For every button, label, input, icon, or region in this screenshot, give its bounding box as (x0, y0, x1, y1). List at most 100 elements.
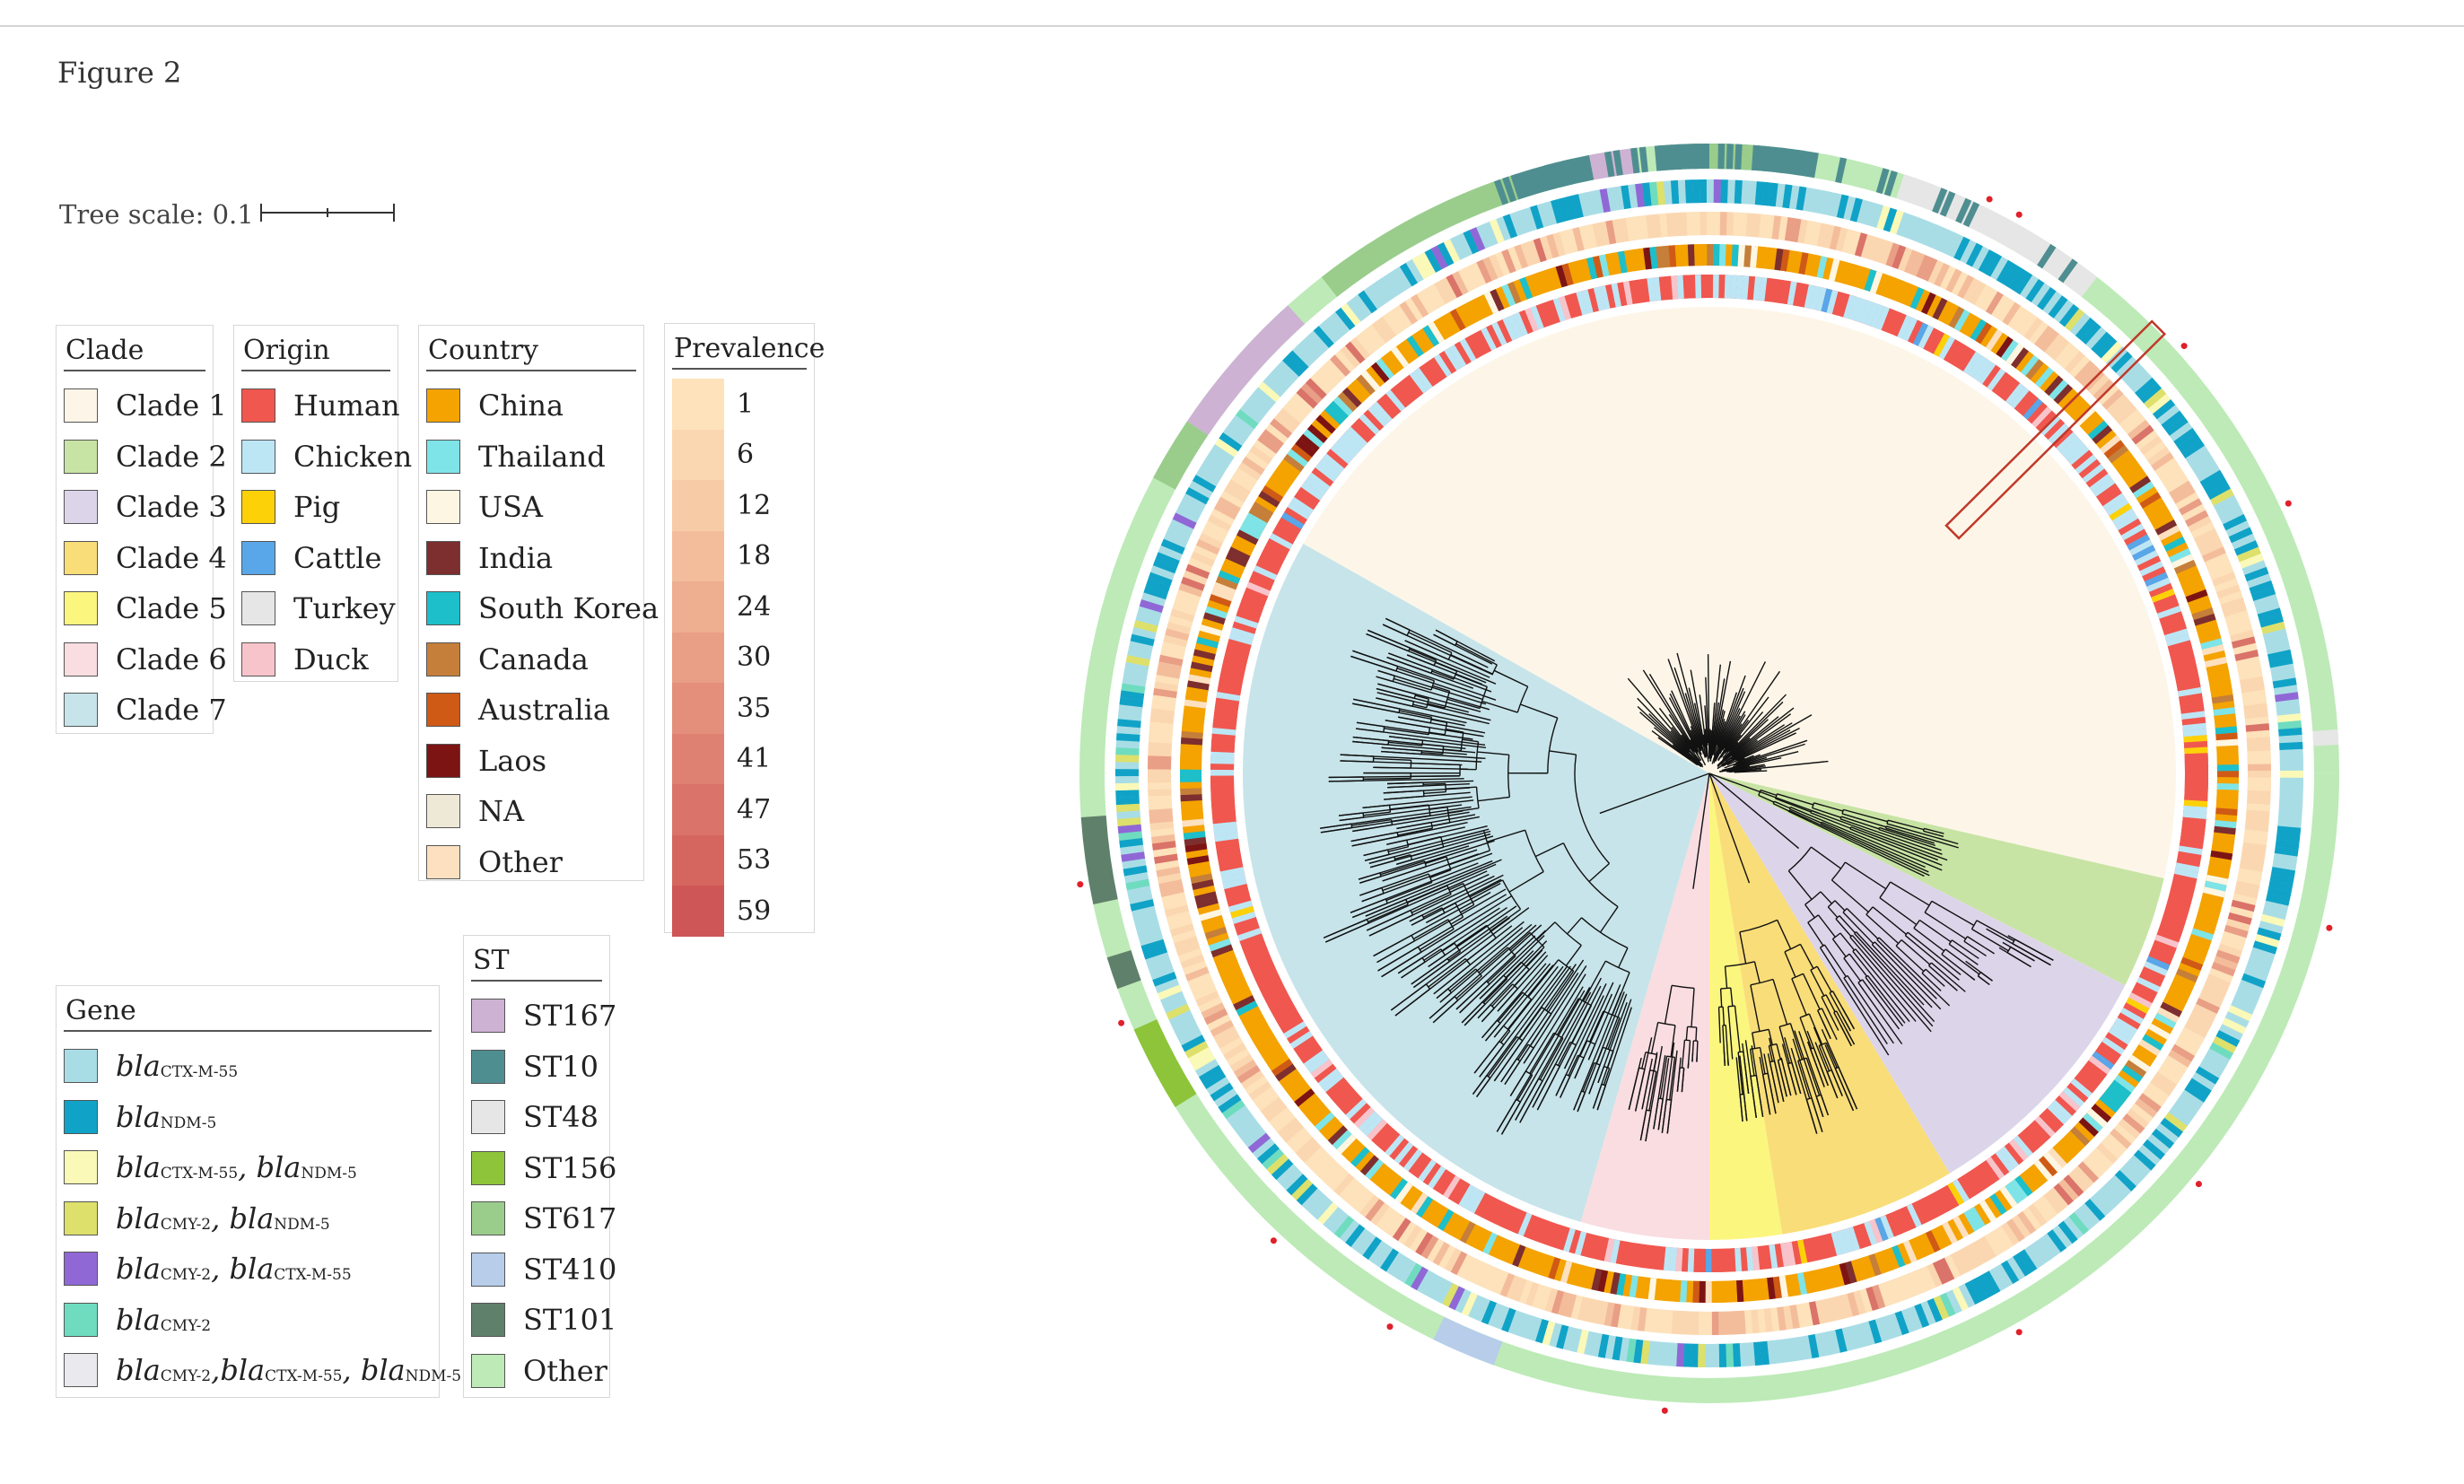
country-ring-segment (1725, 244, 1733, 266)
gene-ring-segment (1481, 1300, 1497, 1325)
gene-ring-segment (2227, 1005, 2252, 1022)
prevalence-ring-segment (2243, 835, 2267, 846)
country-ring-segment (2187, 939, 2210, 954)
prevalence-ring-segment (1257, 434, 1280, 454)
prevalence-ring-segment (1149, 807, 1173, 817)
prevalence-ring-segment (1382, 312, 1402, 336)
gene-ring-segment (1210, 1082, 1234, 1102)
gene-ring-segment (1456, 232, 1473, 258)
country-ring-segment (2100, 434, 2121, 454)
origin-ring-segment (2160, 918, 2185, 931)
country-ring-segment (1525, 275, 1539, 298)
prevalence-ring-segment (2168, 1049, 2192, 1068)
gene-ring-segment (1982, 1270, 2001, 1296)
gene-label: blaCMY-2,blaCTX-M-55, blaNDM-5 (116, 1353, 462, 1388)
country-ring-segment (1862, 1255, 1875, 1279)
origin-ring-segment (1453, 1181, 1471, 1205)
prevalence-ring-segment (1310, 372, 1332, 395)
tree-edge (1823, 944, 1847, 977)
tree-edge (1788, 809, 1813, 823)
gene-ring-segment (2195, 1066, 2220, 1085)
gene-ring-segment (1198, 1064, 1223, 1084)
prevalence-ring-segment (2130, 1103, 2154, 1123)
prevalence-ring-segment (1456, 1253, 1473, 1279)
origin-ring-segment (2000, 379, 2021, 402)
prevalence-ring-segment (1163, 634, 1188, 648)
country-ring-segment (1181, 724, 1204, 733)
origin-ring-segment (1468, 1190, 1486, 1214)
origin-ring-segment (1212, 816, 1236, 825)
prevalence-ring-segment (2184, 1021, 2208, 1039)
country-ring-segment (2216, 751, 2239, 759)
highlight-rectangle (1944, 319, 2167, 540)
tree-leaf (1731, 724, 1786, 760)
gene-ring-segment (1214, 438, 1238, 458)
tree-edge (1856, 931, 1882, 960)
tree-leaf (1358, 845, 1470, 880)
prevalence-ring-segment (1916, 254, 1932, 279)
st-swatch (471, 1150, 505, 1185)
prevalence-label: 47 (737, 793, 772, 825)
origin-ring (1210, 274, 2209, 1273)
tree-edge (1429, 869, 1452, 878)
gene-ring-segment (2030, 1241, 2049, 1265)
gene-ring-segment (2184, 1084, 2208, 1103)
country-ring-segment (1328, 400, 1349, 421)
origin-ring-segment (1214, 703, 1239, 713)
country-ring-segment (1499, 1239, 1515, 1262)
country-ring-segment (1310, 1107, 1332, 1127)
prevalence-ring-segment (1354, 1190, 1375, 1213)
origin-ring-segment (1881, 308, 1896, 333)
tree-leaf (1376, 697, 1490, 725)
country-ring-segment (1180, 750, 1202, 758)
origin-ring-segment (2184, 753, 2208, 760)
gene-ring-segment (2276, 713, 2302, 723)
gene-ring-segment (1139, 932, 1164, 947)
gene-ring-segment (1207, 450, 1231, 469)
origin-ring-segment (1707, 275, 1714, 299)
country-ring-segment (2198, 632, 2222, 644)
country-ring-segment (1566, 1261, 1578, 1285)
tree-leaf (1493, 964, 1577, 1082)
prevalence-ring-segment (1282, 402, 1306, 423)
prevalence-ring-segment (2023, 317, 2043, 341)
country-label: Australia (478, 693, 610, 728)
tree-edge (1768, 1045, 1773, 1062)
tree-arc (1725, 961, 1755, 967)
origin-ring-segment (2023, 398, 2043, 420)
origin-ring-segment (2163, 623, 2188, 636)
origin-ring-segment (2067, 445, 2090, 466)
country-ring-segment (2132, 1049, 2154, 1068)
tree-leaf (1851, 825, 1948, 861)
tree-edge (1843, 808, 1888, 823)
origin-ring-segment (2163, 907, 2189, 921)
gene-ring-segment (1134, 919, 1160, 932)
origin-ring-segment (1424, 361, 1443, 384)
prevalence-ring-segment (1984, 1233, 2003, 1257)
country-label: India (478, 540, 554, 575)
gene-ring-segment (2260, 913, 2285, 928)
tree-edge (1772, 803, 1789, 812)
prevalence-ring-segment (1161, 892, 1186, 904)
country-ring-segment (1181, 812, 1204, 821)
prevalence-ring-segment (2123, 414, 2146, 435)
country-ring-segment (2132, 481, 2154, 499)
origin-ring-segment (1528, 1217, 1543, 1241)
prevalence-ring-segment (1698, 1311, 1706, 1335)
prevalence-ring-segment (1320, 363, 1341, 386)
country-ring-segment (1311, 419, 1332, 439)
prevalence-ring-segment (1834, 1295, 1847, 1320)
origin-ring-segment (1507, 1208, 1522, 1232)
tree-leaf (1356, 721, 1473, 740)
origin-ring-segment (1310, 1059, 1333, 1078)
prevalence-swatch (672, 632, 724, 683)
origin-ring-segment (1996, 375, 2015, 398)
gene-ring-segment (1435, 1279, 1453, 1305)
gene-ring-segment (2129, 371, 2153, 394)
tree-edge (1753, 961, 1761, 983)
tree-edge (1719, 988, 1723, 1008)
country-ring-segment (1233, 994, 1255, 1010)
tree-leaf (1693, 703, 1707, 758)
gene-ring-segment (1133, 619, 1158, 633)
prevalence-legend-item: 18 (672, 530, 807, 581)
